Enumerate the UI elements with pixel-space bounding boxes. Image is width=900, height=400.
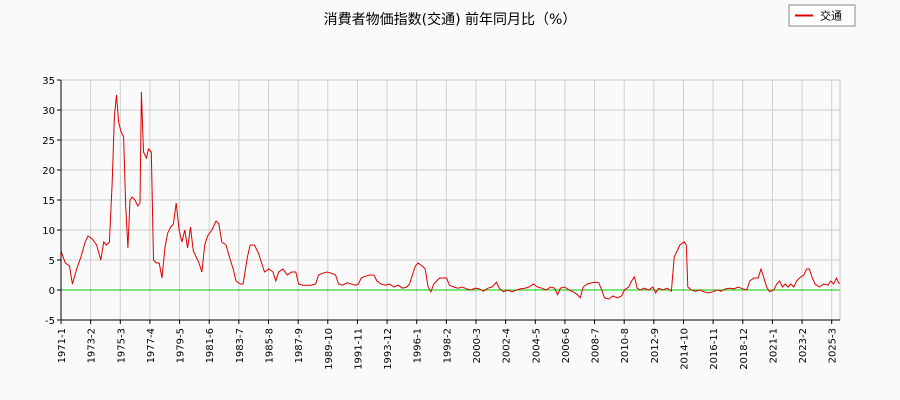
y-tick-label: -5 [45, 316, 55, 327]
x-tick-label: 1989-10 [324, 328, 335, 370]
x-tick-label: 1977-4 [146, 328, 157, 363]
x-tick-label: 1985-8 [264, 328, 275, 363]
x-tick-label: 2006-6 [561, 328, 572, 363]
legend: 交通 [788, 4, 856, 27]
series-line-交通 [60, 91, 840, 300]
x-tick-label: 2008-7 [591, 328, 602, 363]
y-tick-label: 10 [42, 226, 55, 237]
x-tick-label: 2014-10 [679, 328, 690, 370]
x-tick-label: 1975-3 [116, 328, 127, 363]
y-tick-label: 15 [42, 196, 55, 207]
x-tick-label: 1979-5 [176, 328, 187, 363]
x-tick-label: 2025-3 [828, 328, 839, 363]
x-tick-label: 2023-2 [798, 328, 809, 363]
x-tick-label: 1998-2 [442, 328, 453, 363]
grid [60, 79, 840, 321]
x-tick-label: 1991-11 [353, 328, 364, 370]
y-tick-label: 25 [42, 136, 55, 147]
y-tick-label: 35 [42, 76, 55, 87]
x-axis-ticks: 1971-1 1973-2 1975-3 1977-4 1979-5 1981-6 1983… [57, 320, 839, 370]
y-tick-label: 5 [49, 256, 55, 267]
y-tick-label: 20 [42, 166, 55, 177]
x-tick-label: 2018-12 [739, 328, 750, 370]
x-tick-label: 2016-11 [709, 328, 720, 370]
legend-label: 交通 [820, 9, 842, 23]
x-tick-label: 1981-6 [205, 328, 216, 363]
x-tick-label: 1996-1 [413, 328, 424, 363]
x-tick-label: 1973-2 [87, 328, 98, 363]
x-tick-label: 2012-9 [650, 328, 661, 363]
x-tick-label: 1983-7 [235, 328, 246, 363]
x-tick-label: 2002-4 [502, 328, 513, 363]
x-tick-label: 2000-3 [472, 328, 483, 363]
x-tick-label: 1993-12 [383, 328, 394, 370]
chart-title: 消費者物価指数(交通) 前年同月比（%） [324, 11, 577, 28]
x-tick-label: 1971-1 [57, 328, 68, 363]
x-tick-label: 2004-5 [531, 328, 542, 363]
x-tick-label: 2010-8 [620, 328, 631, 363]
y-tick-label: 30 [42, 106, 55, 117]
y-tick-label: 0 [49, 286, 55, 297]
y-axis-ticks: -5 0 5 10 15 20 25 30 35 [42, 76, 61, 327]
x-tick-label: 2021-1 [768, 328, 779, 363]
legend-box [788, 4, 856, 27]
x-tick-label: 1987-9 [294, 328, 305, 363]
